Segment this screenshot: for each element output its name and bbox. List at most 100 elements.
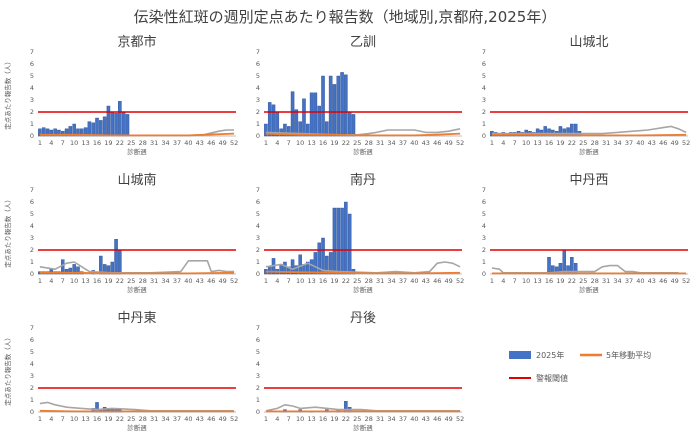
x-tick-label: 25 bbox=[127, 139, 135, 147]
x-tick-label: 52 bbox=[456, 139, 464, 147]
bar-2025 bbox=[317, 105, 321, 137]
chart-title: 伝染性紅斑の週別定点あたり報告数（地域別,京都府,2025年） bbox=[134, 8, 557, 26]
x-tick-label: 52 bbox=[682, 139, 690, 147]
x-tick-label: 37 bbox=[399, 139, 407, 147]
bar-2025 bbox=[321, 237, 325, 275]
x-tick-label: 10 bbox=[296, 415, 304, 423]
x-tick-label: 28 bbox=[365, 415, 373, 423]
y-tick-label: 3 bbox=[30, 234, 34, 242]
x-tick-label: 31 bbox=[376, 139, 384, 147]
x-tick-label: 40 bbox=[410, 139, 418, 147]
x-tick-label: 37 bbox=[173, 415, 181, 423]
x-tick-label: 19 bbox=[104, 415, 112, 423]
y-tick-label: 5 bbox=[256, 348, 260, 356]
y-tick-label: 5 bbox=[256, 72, 260, 80]
x-tick-label: 34 bbox=[161, 277, 169, 285]
x-axis-label: 診断週 bbox=[579, 285, 599, 294]
bar-2025 bbox=[91, 122, 95, 137]
bar-2025 bbox=[562, 249, 567, 275]
y-tick-label: 3 bbox=[30, 372, 34, 380]
y-tick-label: 1 bbox=[30, 258, 34, 266]
bar-2025 bbox=[344, 74, 348, 137]
x-tick-label: 43 bbox=[648, 139, 656, 147]
x-tick-label: 19 bbox=[330, 139, 338, 147]
x-tick-label: 19 bbox=[330, 277, 338, 285]
bar-2025 bbox=[347, 111, 352, 137]
y-tick-label: 5 bbox=[30, 72, 34, 80]
x-tick-label: 52 bbox=[230, 277, 238, 285]
x-axis-label: 診断週 bbox=[353, 423, 373, 432]
bar-2025 bbox=[325, 255, 329, 275]
x-tick-label: 4 bbox=[275, 139, 279, 147]
y-tick-label: 1 bbox=[256, 258, 260, 266]
y-tick-label: 0 bbox=[482, 132, 486, 140]
bar-2025 bbox=[68, 267, 73, 275]
y-tick-label: 2 bbox=[482, 246, 486, 254]
line-grey-series bbox=[491, 125, 687, 135]
bar-2025 bbox=[351, 114, 356, 137]
x-tick-label: 7 bbox=[513, 277, 517, 285]
panel-title: 中丹西 bbox=[569, 173, 608, 188]
y-tick-label: 2 bbox=[256, 246, 260, 254]
bar-2025 bbox=[309, 259, 314, 275]
x-tick-label: 46 bbox=[433, 277, 441, 285]
y-tick-label: 2 bbox=[30, 384, 34, 392]
x-tick-label: 13 bbox=[81, 277, 89, 285]
bar-2025 bbox=[336, 207, 341, 275]
x-tick-label: 37 bbox=[399, 277, 407, 285]
x-tick-label: 13 bbox=[81, 139, 89, 147]
x-tick-label: 16 bbox=[319, 139, 327, 147]
bar-2025 bbox=[80, 128, 84, 137]
bar-2025 bbox=[38, 128, 42, 137]
x-tick-label: 1 bbox=[490, 139, 494, 147]
y-tick-label: 6 bbox=[482, 198, 486, 206]
x-tick-label: 46 bbox=[433, 415, 441, 423]
y-tick-label: 2 bbox=[482, 108, 486, 116]
bar-2025 bbox=[267, 266, 272, 275]
x-tick-label: 25 bbox=[353, 139, 361, 147]
x-tick-label: 34 bbox=[613, 277, 621, 285]
y-tick-label: 0 bbox=[256, 408, 260, 416]
x-tick-label: 43 bbox=[196, 415, 204, 423]
x-tick-label: 28 bbox=[591, 139, 599, 147]
legend-bar-swatch bbox=[509, 351, 531, 359]
bar-2025 bbox=[83, 127, 88, 137]
x-tick-label: 52 bbox=[230, 415, 238, 423]
x-tick-label: 10 bbox=[296, 277, 304, 285]
bar-2025 bbox=[321, 75, 325, 137]
x-tick-label: 4 bbox=[501, 277, 505, 285]
x-tick-label: 28 bbox=[365, 139, 373, 147]
bar-2025 bbox=[72, 123, 76, 137]
x-tick-label: 49 bbox=[445, 277, 453, 285]
x-tick-label: 16 bbox=[545, 277, 553, 285]
y-tick-label: 7 bbox=[30, 186, 34, 194]
y-tick-label: 3 bbox=[256, 372, 260, 380]
bar-2025 bbox=[57, 129, 61, 137]
bar-2025 bbox=[347, 213, 352, 275]
x-tick-label: 4 bbox=[275, 277, 279, 285]
y-tick-label: 2 bbox=[30, 108, 34, 116]
x-tick-label: 13 bbox=[307, 139, 315, 147]
bar-2025 bbox=[332, 207, 337, 275]
x-tick-label: 16 bbox=[93, 139, 101, 147]
x-tick-label: 1 bbox=[38, 277, 42, 285]
x-tick-label: 7 bbox=[287, 277, 291, 285]
x-tick-label: 7 bbox=[61, 277, 65, 285]
x-tick-label: 31 bbox=[150, 415, 158, 423]
bar-2025 bbox=[64, 128, 69, 137]
y-tick-label: 3 bbox=[256, 96, 260, 104]
bar-2025 bbox=[328, 75, 333, 137]
x-tick-label: 7 bbox=[287, 415, 291, 423]
y-tick-label: 6 bbox=[30, 336, 34, 344]
x-axis-label: 診断週 bbox=[353, 285, 373, 294]
x-tick-label: 40 bbox=[410, 415, 418, 423]
x-tick-label: 22 bbox=[116, 277, 124, 285]
bar-2025 bbox=[306, 123, 310, 137]
bar-2025 bbox=[53, 128, 57, 137]
line-5yr-moving-average bbox=[39, 271, 235, 275]
bar-2025 bbox=[290, 91, 295, 137]
